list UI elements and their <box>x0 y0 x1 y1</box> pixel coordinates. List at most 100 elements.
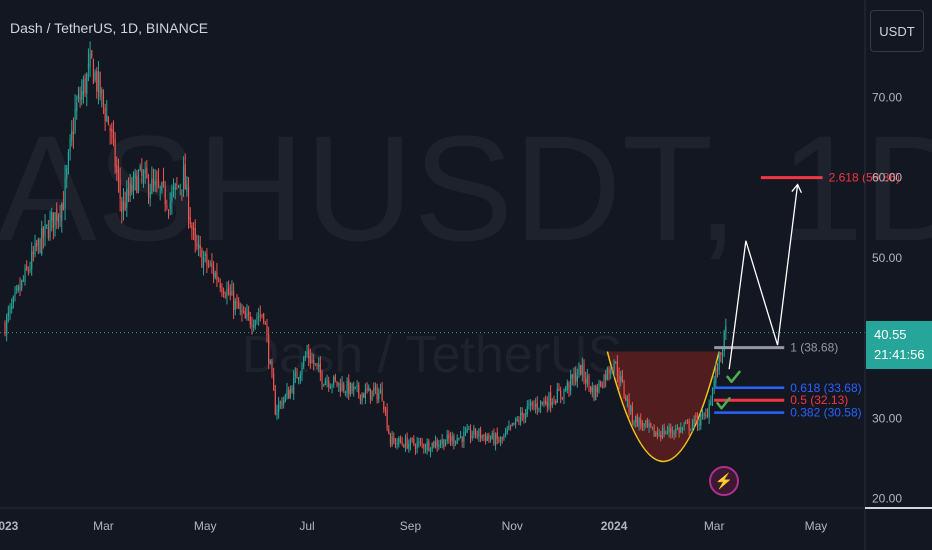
candle-body <box>126 188 128 208</box>
candle-body <box>696 418 699 427</box>
candle-body <box>233 291 235 311</box>
lightning-icon[interactable]: ⚡ <box>709 466 739 496</box>
candle-body <box>256 317 258 320</box>
candle-body <box>371 390 373 401</box>
candle-body <box>189 217 191 225</box>
candle-body <box>54 212 56 226</box>
candle-body <box>718 352 720 370</box>
candle-body <box>207 265 210 267</box>
candle-body <box>64 177 66 208</box>
candle-body <box>491 432 493 439</box>
candle-body <box>271 360 273 375</box>
candle-body <box>678 427 680 433</box>
candle-body <box>466 429 468 433</box>
candle-body <box>199 244 201 249</box>
candle-body <box>81 91 83 100</box>
candle-body <box>344 391 346 393</box>
candle-body <box>127 188 130 195</box>
candle-body <box>328 381 330 388</box>
candle-body <box>339 384 341 392</box>
candle-body <box>363 393 365 398</box>
candle-body <box>603 375 605 388</box>
candle-body <box>673 432 675 435</box>
candle-body <box>626 398 628 402</box>
candle-body <box>459 436 462 438</box>
candle-body <box>700 415 702 426</box>
candle-body <box>658 434 660 435</box>
candle-body <box>708 403 710 418</box>
candle-body <box>601 386 603 388</box>
candle-body <box>640 419 642 425</box>
candle-body <box>4 323 6 335</box>
candle-body <box>468 429 470 430</box>
candle-body <box>79 96 81 100</box>
candle-body <box>528 404 530 406</box>
candle-body <box>414 445 417 450</box>
candle-body <box>97 71 100 92</box>
candle-body <box>131 184 133 193</box>
candle-body <box>206 254 208 265</box>
candle-body <box>521 411 523 416</box>
candle-body <box>76 103 78 112</box>
time-axis[interactable]: 2023 Mar May Jul Sep Nov 2024 Mar May <box>0 519 827 533</box>
x-tick-label: Jul <box>299 519 314 533</box>
candle-body <box>384 409 387 411</box>
candle-body <box>114 138 116 168</box>
candle-body <box>638 418 640 426</box>
x-tick-label: Sep <box>400 519 422 533</box>
candle-body <box>606 367 608 380</box>
candle-body <box>151 178 153 194</box>
candle-body <box>710 401 712 406</box>
candle-body <box>378 393 380 400</box>
candle-body <box>221 287 223 293</box>
candle-body <box>701 414 704 416</box>
candle-body <box>556 389 558 403</box>
candle-body <box>137 171 140 191</box>
candle-body <box>565 389 567 391</box>
candle-body <box>313 360 315 365</box>
candle-body <box>489 438 492 440</box>
candle-body <box>443 439 445 448</box>
candle-body <box>319 363 321 374</box>
candle-body <box>102 92 105 105</box>
candle-body <box>356 385 358 387</box>
candle-body <box>106 115 108 122</box>
candle-body <box>570 374 572 392</box>
candle-body <box>71 130 73 141</box>
candle-body <box>471 435 473 438</box>
candle-body <box>234 300 236 310</box>
candle-body <box>119 179 121 199</box>
candle-body <box>393 437 395 441</box>
candle-body <box>439 443 442 445</box>
candle-body <box>306 352 308 355</box>
candle-body <box>218 280 220 282</box>
candle-body <box>37 238 39 245</box>
candle-body <box>583 363 585 378</box>
candle-body <box>661 428 664 439</box>
candle-body <box>333 376 335 385</box>
candle-body <box>167 210 170 212</box>
candle-body <box>14 292 16 296</box>
candle-body <box>134 172 136 179</box>
candle-body <box>424 448 427 450</box>
candle-body <box>458 437 460 440</box>
candle-body <box>593 386 595 400</box>
candle-body <box>21 280 23 289</box>
x-tick-label: 2023 <box>0 519 19 533</box>
candle-body <box>516 419 518 421</box>
candle-body <box>578 365 580 375</box>
candle-body <box>429 449 432 452</box>
candle-body <box>22 279 24 281</box>
currency-button[interactable]: USDT <box>870 10 924 52</box>
watermark-symbol: DASHUSDT, 1D <box>0 104 932 272</box>
candle-body <box>403 444 405 448</box>
candle-body <box>187 186 190 220</box>
x-tick-label: 2024 <box>601 519 628 533</box>
candle-body <box>396 443 398 444</box>
candle-body <box>688 420 690 430</box>
candle-body <box>621 376 623 382</box>
candle-body <box>501 436 503 439</box>
candle-body <box>171 192 173 203</box>
